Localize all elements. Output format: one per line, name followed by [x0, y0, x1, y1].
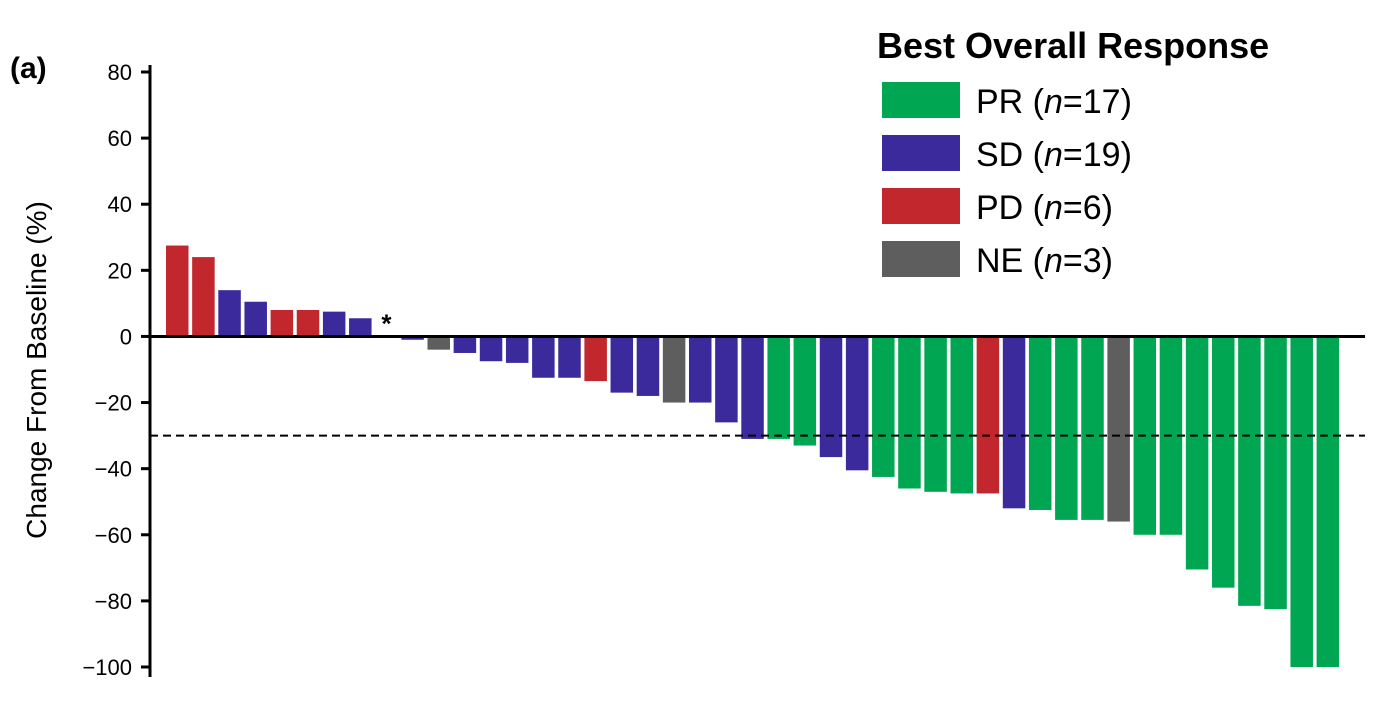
bar-pd	[976, 336, 1000, 494]
asterisk-annotation: *	[381, 308, 392, 338]
bar-sd	[636, 336, 660, 396]
bar-pr	[924, 336, 947, 492]
legend-title: Best Overall Response	[877, 25, 1269, 66]
bar-sd	[505, 336, 529, 363]
bar-pr	[1290, 336, 1313, 667]
y-tick-label: −100	[82, 655, 132, 680]
legend-label-sd: SD (n=19)	[976, 136, 1132, 174]
bar-sd	[1002, 336, 1026, 509]
y-tick-label: 20	[108, 258, 132, 283]
bar-pr	[1264, 336, 1287, 610]
legend-label-pr: PR (n=17)	[976, 83, 1132, 121]
bar-ne	[662, 336, 686, 403]
legend-swatch-ne	[882, 241, 960, 277]
bar-pr	[1185, 336, 1209, 570]
legend-label-pd: PD (n=6)	[976, 189, 1113, 227]
y-tick-label: −40	[95, 457, 132, 482]
bar-sd	[741, 336, 764, 439]
y-tick-label: 0	[120, 324, 132, 349]
y-axis-ticks: 80 60 40 20 0 −20 −40 −60 −80 −100	[82, 60, 150, 680]
bar-sd	[558, 336, 581, 378]
bar-sd	[610, 336, 634, 393]
legend-swatch-pd	[882, 188, 960, 224]
bar-sd	[479, 336, 503, 362]
bar-sd	[532, 336, 555, 378]
bar-ne	[1107, 336, 1130, 522]
bar-pd	[270, 310, 294, 337]
legend: Best Overall Response PR (n=17) SD (n=19)…	[877, 25, 1269, 280]
y-tick-label: −20	[95, 391, 132, 416]
bar-sd	[349, 318, 372, 337]
bar-pd	[192, 257, 215, 337]
bar-sd	[689, 336, 712, 403]
bar-pr	[1316, 336, 1340, 667]
bar-pr	[872, 336, 895, 477]
legend-swatch-pr	[882, 82, 960, 118]
y-tick-label: −60	[95, 523, 132, 548]
bar-sd	[715, 336, 738, 423]
bar-pr	[1055, 336, 1078, 520]
bar-sd	[819, 336, 843, 458]
bars-group	[166, 245, 1340, 667]
bar-ne	[427, 336, 450, 350]
bar-pr	[898, 336, 921, 489]
legend-label-ne: NE (n=3)	[976, 242, 1113, 280]
bar-pd	[296, 310, 320, 337]
y-axis-title: Change From Baseline (%)	[21, 201, 52, 539]
bar-sd	[845, 336, 869, 471]
bar-sd	[453, 336, 477, 353]
bar-sd	[322, 311, 346, 337]
bar-sd	[401, 336, 424, 340]
legend-swatch-sd	[882, 135, 960, 171]
y-tick-label: 60	[108, 126, 132, 151]
bar-pr	[1212, 336, 1235, 588]
bar-pr	[950, 336, 973, 494]
y-tick-label: 40	[108, 192, 132, 217]
bar-sd	[244, 301, 267, 337]
panel-label: (a)	[10, 52, 47, 85]
bar-pr	[1238, 336, 1261, 606]
bar-pr	[1028, 336, 1052, 510]
bar-pd	[166, 245, 189, 337]
bar-pr	[1081, 336, 1104, 520]
bar-pr	[767, 336, 790, 439]
y-tick-label: −80	[95, 589, 132, 614]
bar-pd	[584, 336, 607, 382]
bar-pr	[793, 336, 817, 446]
bar-sd	[218, 290, 241, 337]
y-tick-label: 80	[108, 60, 132, 85]
